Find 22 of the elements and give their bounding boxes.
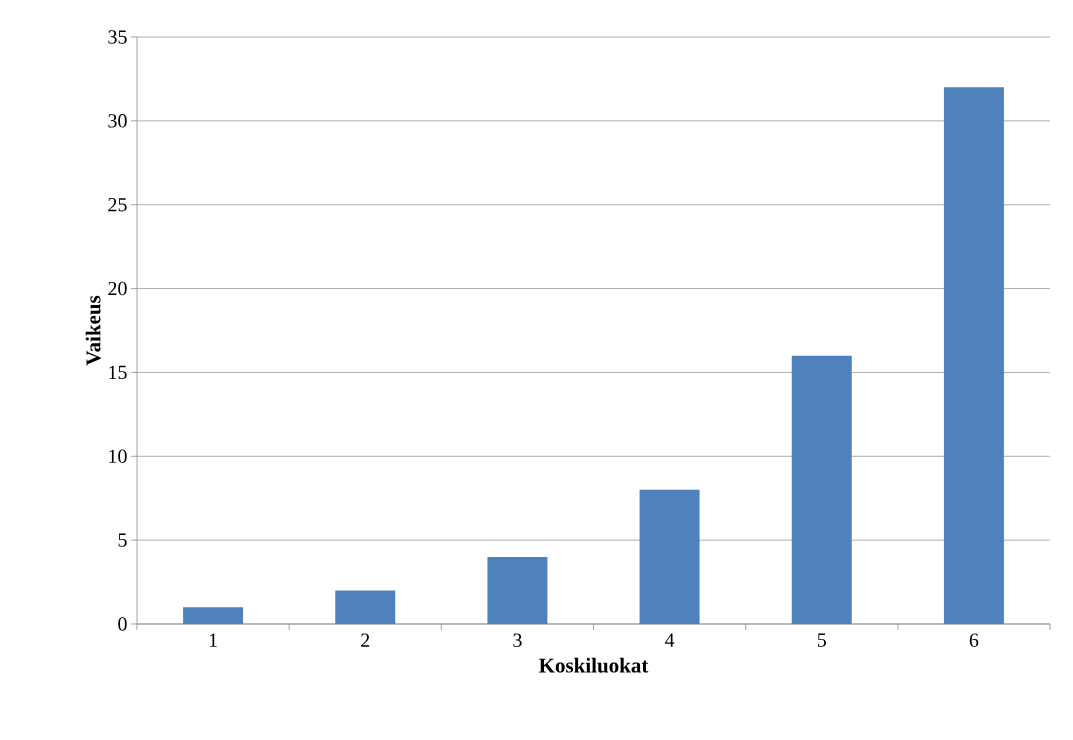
x-tick-label: 4 [664, 633, 675, 647]
bar [791, 355, 852, 624]
y-tick-label: 35 [108, 30, 127, 44]
bar [943, 87, 1004, 624]
x-tick-label: 5 [817, 633, 826, 647]
x-tick-label: 1 [209, 633, 217, 647]
y-tick-label: 20 [108, 281, 127, 296]
x-tick-label: 2 [361, 633, 370, 647]
y-tick-label: 15 [109, 365, 127, 380]
x-tick-label: 6 [969, 633, 979, 647]
y-tick-label: 25 [108, 198, 127, 212]
bar [183, 607, 244, 624]
y-tick-label: 5 [118, 533, 127, 547]
y-axis-title: Vaikeus [85, 295, 101, 366]
x-tick-label: 3 [513, 633, 522, 647]
y-tick-label: 10 [109, 449, 127, 464]
y-tick-label: 0 [118, 617, 127, 631]
y-tick-label: 30 [108, 114, 127, 128]
bar [335, 590, 396, 624]
bar [487, 556, 548, 624]
x-axis-title: Koskiluokat [539, 657, 649, 673]
bar [639, 489, 700, 624]
